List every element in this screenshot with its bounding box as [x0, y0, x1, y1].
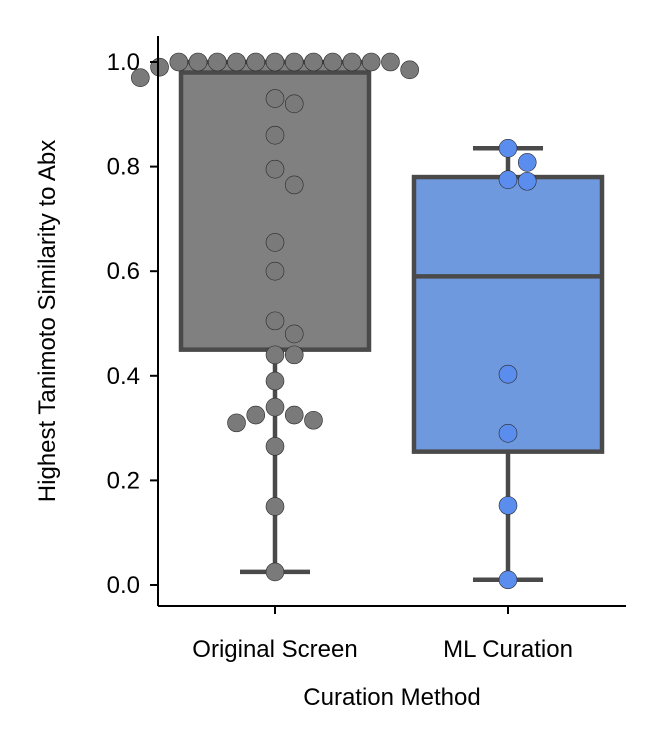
data-point [304, 52, 323, 72]
data-point [517, 171, 537, 191]
data-point [246, 52, 266, 72]
data-point [227, 413, 246, 433]
plot-area [131, 52, 605, 590]
y-tick-label: 0.2 [107, 467, 140, 494]
data-point [265, 311, 285, 331]
box-group [131, 52, 419, 582]
y-tick-label: 1.0 [107, 49, 140, 76]
data-point [381, 52, 400, 72]
data-point [265, 233, 285, 252]
data-point [284, 324, 304, 344]
data-point [265, 437, 285, 456]
data-point [265, 497, 285, 516]
y-axis-title: Highest Tanimoto Similarity to Abx [34, 140, 61, 502]
data-point [284, 405, 304, 425]
data-point [498, 570, 518, 590]
data-point [284, 175, 304, 195]
y-tick-label: 0.6 [107, 258, 140, 285]
data-point [342, 52, 362, 72]
data-point [498, 364, 518, 384]
data-point [498, 424, 518, 443]
x-tick-label: Original Screen [192, 636, 357, 663]
y-tick-label: 0.4 [107, 363, 140, 390]
data-point [265, 159, 285, 179]
data-point [498, 138, 518, 158]
data-point [265, 371, 285, 391]
tick-layer: 0.0 0.2 0.4 0.6 0.8 1.0 Original Screen ML Cura… [107, 49, 573, 663]
x-tick-label: ML Curation [443, 636, 573, 663]
data-point [265, 52, 285, 72]
box [411, 174, 605, 454]
data-point [323, 52, 343, 72]
data-point [517, 153, 537, 172]
data-point [498, 170, 518, 189]
data-point [246, 405, 266, 425]
data-point [131, 68, 150, 87]
data-point [265, 345, 285, 365]
y-tick-label: 0.0 [107, 572, 140, 599]
data-point [361, 52, 381, 72]
data-point [207, 52, 227, 72]
data-point [265, 397, 285, 417]
data-point [227, 52, 246, 72]
data-point [498, 496, 518, 515]
data-point [284, 94, 304, 114]
data-point [284, 52, 304, 72]
data-point [150, 57, 169, 77]
x-axis-title: Curation Method [303, 684, 480, 711]
y-tick-label: 0.8 [107, 154, 140, 181]
box [178, 59, 372, 352]
box-group [411, 138, 605, 590]
data-point [265, 261, 285, 281]
data-point [265, 562, 285, 582]
data-point [188, 52, 208, 72]
data-point [169, 52, 189, 72]
data-point [304, 410, 323, 430]
data-point [400, 60, 419, 80]
data-point [284, 345, 304, 365]
data-point [265, 89, 285, 108]
data-point [265, 125, 285, 145]
axes [157, 36, 626, 607]
